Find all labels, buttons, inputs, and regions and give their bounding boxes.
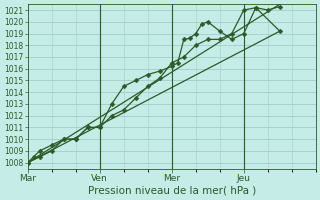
- X-axis label: Pression niveau de la mer( hPa ): Pression niveau de la mer( hPa ): [88, 186, 256, 196]
